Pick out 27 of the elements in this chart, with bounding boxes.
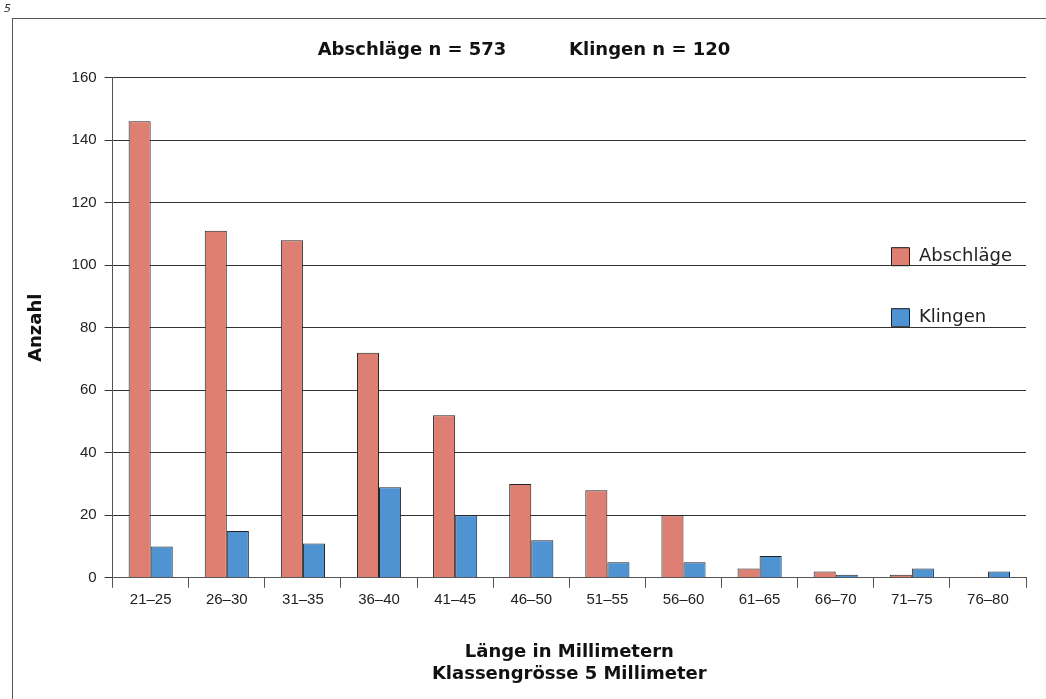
- y-axis-title: Anzahl: [24, 293, 46, 362]
- y-tick-label: 160: [71, 67, 97, 85]
- x-tick-label: 21–25: [129, 589, 172, 607]
- y-tick-label: 120: [71, 192, 97, 210]
- x-tick-label: 31–35: [282, 589, 324, 607]
- y-tick-label: 60: [79, 380, 97, 398]
- y-tick-label: 0: [88, 567, 97, 585]
- x-tick-label: 26–30: [205, 589, 248, 607]
- x-tick-label: 41–45: [434, 589, 476, 607]
- x-tick-label: 66–70: [814, 589, 857, 607]
- y-tick-label: 80: [79, 317, 97, 335]
- y-tick-label: 40: [79, 442, 97, 460]
- x-tick-label: 46–50: [510, 589, 553, 607]
- x-tick-label: 61–65: [738, 589, 781, 607]
- legend-label: Klingen: [919, 304, 987, 326]
- y-tick-label: 20: [79, 505, 97, 523]
- x-tick-label: 51–55: [586, 589, 629, 607]
- chart-title: Abschläge n = 573 Klingen n = 120: [317, 38, 731, 60]
- x-axis-title: Länge in Millimetern Klassengrösse 5 Millimeter: [431, 640, 707, 683]
- x-tick-label: 71–75: [890, 589, 933, 607]
- x-tick-label: 56–60: [662, 589, 705, 607]
- y-tick-label: 100: [71, 255, 97, 273]
- text: 5: [4, 2, 11, 15]
- x-tick-label: 76–80: [967, 589, 1009, 607]
- legend-label: Abschläge: [919, 243, 1012, 265]
- x-tick-label: 36–40: [358, 589, 400, 607]
- y-tick-label: 140: [71, 130, 97, 148]
